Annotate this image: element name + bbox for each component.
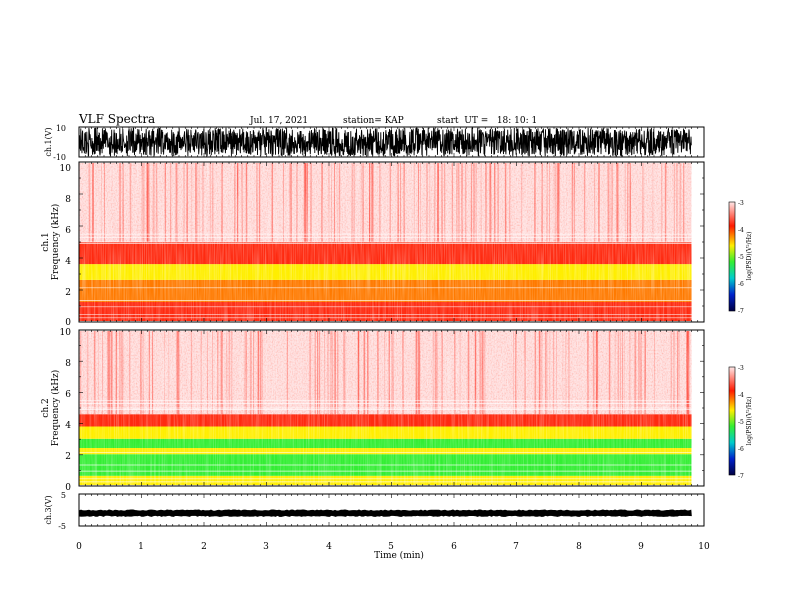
ch2-ytick-6: 6: [65, 390, 71, 400]
ch1-frequency-ylabel: Frequency (kHz): [50, 204, 61, 281]
xtick-9: 9: [638, 542, 644, 552]
ch2-colorbar: -3 -4 -5 -6 -7 log(PSD)(V²/Hz): [728, 365, 753, 480]
ch3-ytick-bottom: -5: [58, 522, 66, 531]
xtick-6: 6: [451, 542, 457, 552]
ch1-ytick-10: 10: [60, 164, 72, 174]
ch1-cbar-tick-6: -6: [738, 281, 744, 288]
ch1-ytick-8: 8: [65, 195, 71, 205]
ch2-ytick-0: 0: [65, 483, 71, 493]
ch2-channel-label: ch.2: [41, 398, 51, 417]
xtick-3: 3: [263, 542, 269, 552]
ch1-ytick-0: 0: [65, 318, 71, 328]
ch2-ytick-2: 2: [65, 452, 71, 462]
ch1-spectrogram-harmonics: [79, 233, 692, 319]
ch1-cbar-tick-4: -4: [738, 227, 744, 234]
ch1-waveform-ylabel: ch.1(V): [44, 127, 53, 156]
start-time-label: start UT = 18: 10: 1: [437, 116, 537, 126]
xtick-5: 5: [388, 542, 394, 552]
xtick-7: 7: [513, 542, 519, 552]
ch2-cbar-tick-4: -4: [738, 392, 744, 399]
ch2-spectrogram-harmonics: [79, 399, 692, 483]
ch2-cbar-tick-7: -7: [738, 473, 744, 480]
ch2-ytick-4: 4: [65, 421, 71, 431]
ch1-colorbar: -3 -4 -5 -6 -7 log(PSD)(V²/Hz): [728, 200, 753, 315]
ch1-ytick-4: 4: [65, 257, 71, 267]
ch3-waveform-panel: 5 -5 ch.3(V): [44, 491, 705, 531]
station-label: station= KAP: [343, 116, 404, 126]
ch1-colorbar-gradient: [728, 201, 736, 312]
ch2-cbar-tick-5: -5: [738, 419, 744, 426]
ch1-spectrogram-panel: 0 2 4 6 8 10 ch.1 Frequency (kHz): [41, 161, 705, 328]
ch1-ytick-bottom: -10: [53, 153, 66, 162]
xtick-4: 4: [326, 542, 332, 552]
xtick-1: 1: [138, 542, 144, 552]
ch2-frequency-ylabel: Frequency (kHz): [50, 370, 61, 447]
ch1-ytick-6: 6: [65, 226, 71, 236]
ch1-ytick-top: 10: [56, 124, 66, 133]
axis-ticks: [78, 127, 705, 526]
date-label: Jul. 17, 2021: [249, 116, 308, 126]
ch2-cbar-tick-6: -6: [738, 446, 744, 453]
ch1-cbar-tick-5: -5: [738, 254, 744, 261]
ch1-channel-label: ch.1: [41, 232, 51, 251]
ch2-colorbar-label: log(PSD)(V²/Hz): [746, 397, 753, 446]
ch1-cbar-tick-3: -3: [738, 200, 744, 207]
xtick-8: 8: [576, 542, 582, 552]
x-axis-label: Time (min): [374, 550, 424, 561]
ch1-cbar-tick-7: -7: [738, 308, 744, 315]
ch1-waveform-panel: 10 -10 ch.1(V): [44, 124, 705, 162]
xtick-10: 10: [698, 542, 710, 552]
ch2-cbar-tick-3: -3: [738, 365, 744, 372]
ch3-waveform-trace: [78, 509, 692, 517]
xtick-0: 0: [76, 542, 82, 552]
ch1-ytick-2: 2: [65, 288, 71, 298]
ch3-ytick-top: 5: [61, 491, 66, 500]
ch2-colorbar-gradient: [728, 366, 736, 476]
ch1-waveform-trace: [78, 127, 692, 157]
ch2-spectrogram-panel: 0 2 4 6 8 10 ch.2 Frequency (kHz): [41, 328, 705, 493]
figure-title: VLF Spectra: [78, 112, 155, 126]
x-axis: 0 1 2 3 4 5 6 7 8 9 10 Time (min): [76, 542, 710, 561]
ch2-ytick-8: 8: [65, 359, 71, 369]
xtick-2: 2: [201, 542, 207, 552]
ch3-waveform-ylabel: ch.3(V): [44, 495, 53, 524]
ch1-colorbar-label: log(PSD)(V²/Hz): [746, 232, 753, 281]
ch2-ytick-10: 10: [60, 328, 72, 338]
